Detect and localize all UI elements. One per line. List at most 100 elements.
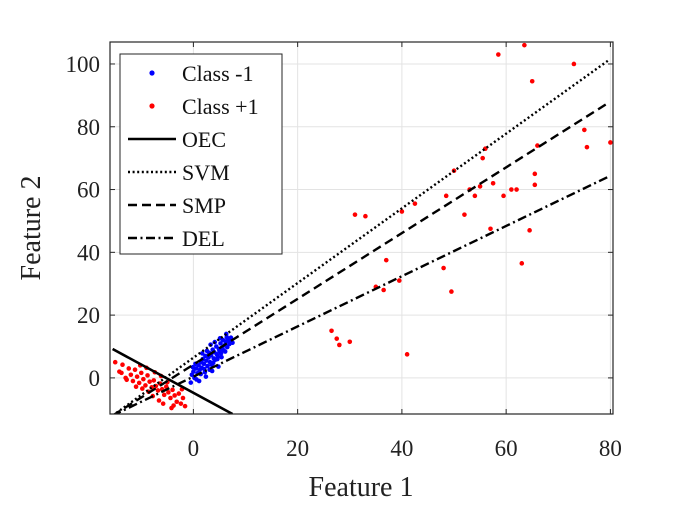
class-pos1-point [334,336,340,341]
legend-svm-label: SVM [182,160,230,185]
y-tick-label: 40 [77,240,100,265]
class-pos1-point [449,289,454,294]
x-tick-label: 0 [188,436,200,461]
class-neg1-point [204,348,210,354]
class-neg1-point [219,354,224,360]
axis-ticks [110,42,613,414]
y-tick-label: 100 [66,52,101,77]
class-pos1-point [532,182,538,188]
class-neg1-point [218,341,223,346]
class-neg1-point [191,369,196,374]
class-neg1-point [218,351,224,356]
class-pos1-point [120,362,125,368]
class-neg1-point [205,363,210,369]
class-neg1-point [199,351,205,356]
class-pos1-point [363,213,368,219]
class-pos1-point [532,171,538,177]
class-pos1-point [514,187,519,192]
class-pos1-point [529,78,535,84]
class-pos1-point [443,193,449,199]
class-pos1-point [134,374,140,379]
class-neg1-point [196,378,202,384]
legend-box [119,53,283,255]
legend-class-1-label: Class +1 [182,94,259,119]
axes-box [109,41,614,415]
class-pos1-point [571,61,577,67]
class-pos1-point [535,143,540,148]
class-pos1-point [156,398,162,403]
class-pos1-point [124,377,129,383]
class-pos1-point [329,328,334,334]
class-pos1-point [147,379,152,384]
class-pos1-point [608,140,613,145]
class-neg1-point [215,356,220,362]
axis-tick-labels: 0 20 40 60 80 0 20 40 60 80 100 [66,52,622,461]
class-pos1-point [462,212,467,217]
class-pos1-point [396,278,402,283]
class-pos1-point [582,127,587,133]
class-pos1-point [143,383,148,388]
x-tick-label: 80 [599,436,622,461]
y-axis-title: Feature 2 [16,176,47,281]
y-tick-label: 80 [77,115,100,140]
legend-oec-label: OEC [182,127,226,152]
class-pos1-point [128,372,134,378]
class-pos1-point [178,401,184,406]
x-axis-title: Feature 1 [309,472,414,503]
class-pos1-point [480,155,485,161]
legend: Class -1 Class +1 OEC SVM SMP DEL [119,53,283,255]
class-pos1-point [347,339,353,345]
class-pos1-point [174,399,180,405]
class-neg1-point [210,360,216,366]
class-pos1-point [166,390,171,395]
class-pos1-point [126,366,132,371]
class-pos1-point [182,403,188,409]
class-pos1-point [112,359,118,365]
class-pos1-point [404,352,410,357]
class-pos1-point [584,144,590,150]
class-pos1-point [169,405,174,411]
class-pos1-point [381,287,386,293]
class-pos1-point [472,193,478,199]
class-pos1-point [176,391,182,396]
class-pos1-point [145,373,150,378]
class-pos1-point [519,261,525,266]
class-pos1-point [509,187,514,192]
y-tick-label: 20 [77,303,100,328]
legend-smp-label: SMP [182,193,226,218]
class-pos1-point [130,378,136,384]
x-tick-label: 20 [286,436,309,461]
class-pos1-point [172,393,177,398]
class-neg1-point [222,349,228,354]
class-neg1-point [201,361,207,367]
class-neg1-point [188,380,194,385]
x-tick-label: 60 [495,436,518,461]
class-pos1-point [136,380,142,386]
x-tick-label: 40 [390,436,413,461]
plot-area [111,42,613,414]
chart-marks [111,42,613,414]
class-pos1-point [170,387,175,393]
y-tick-label: 0 [89,366,101,391]
class-pos1-point [490,180,496,186]
class-pos1-point [383,257,389,263]
del-line [113,175,609,414]
class-pos1-point [337,342,342,348]
class-pos1-point [501,193,506,199]
class-pos1-point [352,212,358,217]
class-pos1-point [488,226,493,232]
class-pos1-point [527,228,532,233]
class-neg1-point [203,374,209,379]
y-tick-label: 60 [77,178,100,203]
oec-line [111,347,234,414]
class-pos1-point [477,184,483,189]
class-pos1-point [141,376,146,382]
class-pos1-point [119,370,124,376]
class-pos1-point [160,401,166,406]
legend-class-1-marker [149,103,155,109]
legend-class-1-label: Class -1 [182,61,254,86]
class-neg1-point [190,364,196,370]
legend-del-label: DEL [182,226,225,251]
